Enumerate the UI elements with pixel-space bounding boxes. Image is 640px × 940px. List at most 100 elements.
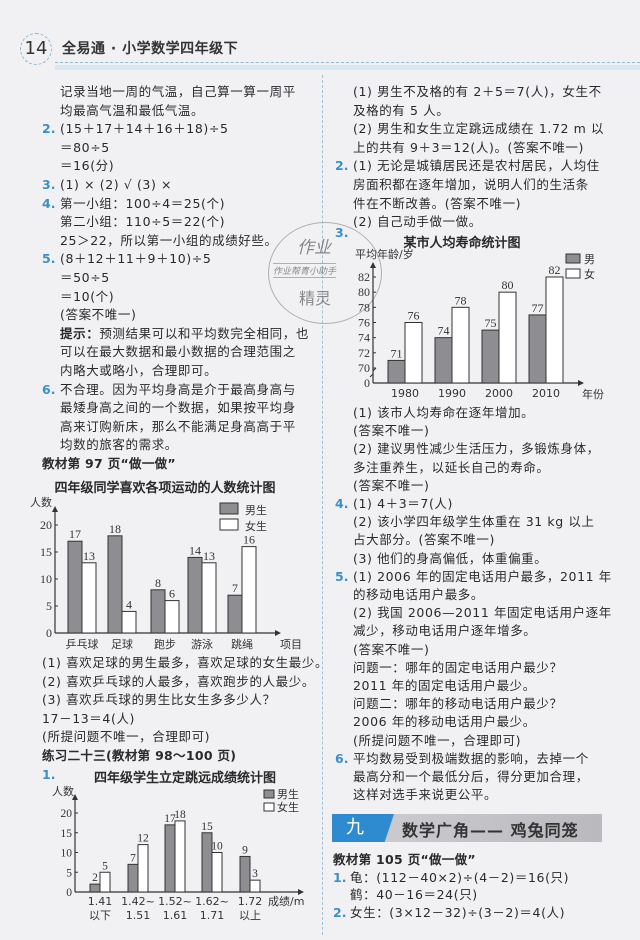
data-label: 18 <box>174 809 186 821</box>
answer-line: (8＋12＋11＋9＋10)÷5 <box>60 251 211 267</box>
question-number: 2. <box>42 121 56 137</box>
answer-text: 平均数易受到极端数据的影响，去掉一个 <box>353 750 589 766</box>
answer-line: 问题一：哪年的固定电话用户最少？ <box>353 660 563 676</box>
answer-text: (1) 4＋3＝7(人) <box>353 496 453 511</box>
answer-line: ＝80÷5 <box>60 140 110 156</box>
answer-line: (3) 喜欢乒乓球的男生比女生多多少人？ <box>42 692 276 708</box>
y-tick-label: 72 <box>358 346 370 360</box>
section-heading: 教材第 97 页“做一做” <box>42 456 176 471</box>
watermark-stamp: 作业 作业帮青小助手 精灵 <box>268 222 382 324</box>
bar-female <box>545 276 564 384</box>
answer-text: (答案不唯一) <box>353 477 430 493</box>
answer-text: (答案不唯一) <box>353 641 430 657</box>
bar-female <box>174 820 186 893</box>
bar-female <box>81 562 97 634</box>
answer-text: (1) 2006 年的固定电话用户最多，2011 年 <box>353 568 612 584</box>
y-tick-label: 0 <box>364 376 370 390</box>
bar-male <box>107 535 123 634</box>
y-tick-label: 82 <box>358 270 370 284</box>
category-label: 以上 <box>239 909 261 922</box>
answer-line: 房面积都在逐年增加，说明人们的生活条 <box>353 177 589 193</box>
data-label: 17 <box>164 813 176 825</box>
bar-male <box>164 824 176 893</box>
answer-text: 第一小组：100÷4＝25(个) <box>60 195 226 211</box>
answer-text: 件在不断改善。(答案不唯一) <box>353 195 522 211</box>
bar-female <box>404 322 423 384</box>
data-label: 17 <box>69 527 81 541</box>
bar-female <box>498 291 517 384</box>
answer-text: 2011 年的固定电话用户最少。 <box>353 678 536 693</box>
answer-line: (1) 喜欢足球的男生最多，喜欢足球的女生最少。 <box>42 655 328 671</box>
data-label: 76 <box>408 309 420 323</box>
question-number: 4. <box>335 496 349 511</box>
data-label: 13 <box>83 549 95 563</box>
answer-line: (2) 自己动手做一做。 <box>353 214 482 230</box>
answer-line: 龟：(112－40×2)÷(4－2)＝16(只) <box>350 870 569 886</box>
data-label: 80 <box>502 278 514 292</box>
answer-text: ＝80÷5 <box>60 139 110 155</box>
answer-line: (答案不唯一) <box>60 307 136 323</box>
answer-text: (8＋12＋11＋9＋10)÷5 <box>60 251 212 267</box>
answer-line: (15＋17＋14＋16＋18)÷5 <box>60 121 229 137</box>
answer-line: 内略大或略小，合理即可。 <box>60 363 217 379</box>
bar-female <box>249 879 261 893</box>
stamp-text: 作业帮青小助手 <box>273 263 337 278</box>
answer-text: 2006 年的移动电话用户最少。 <box>353 714 536 730</box>
data-label: 4 <box>126 597 132 611</box>
bar-male <box>387 359 406 384</box>
y-tick-label: 5 <box>66 867 72 879</box>
data-label: 2 <box>92 872 98 884</box>
y-tick-label: 10 <box>61 848 73 860</box>
x-axis-label: 年份 <box>582 387 604 401</box>
answer-line: (1) × (2) √ (3) × <box>60 177 172 193</box>
data-label: 10 <box>211 841 223 853</box>
data-label: 8 <box>155 576 161 590</box>
answer-text: (1) 男生不及格的有 2＋5＝7(人)，女生不 <box>353 84 602 99</box>
answer-line: ＝16(分) <box>60 158 114 174</box>
answer-line: (2) 建议男性减少生活压力，多锻炼身体， <box>353 441 600 457</box>
data-label: 6 <box>169 587 175 601</box>
answer-text: 及格的有 5 人。 <box>353 102 450 118</box>
answer-line: 占大部分。(答案不唯一) <box>353 532 495 548</box>
y-tick-label: 0 <box>46 626 52 640</box>
answer-text: (所提问题不唯一，合理即可) <box>353 732 522 748</box>
category-label: 游泳 <box>191 637 213 651</box>
y-tick-label: 15 <box>40 545 52 559</box>
answer-text: 记录当地一周的气温，自己算一算一周平 <box>60 84 296 99</box>
bar-male <box>67 540 83 634</box>
hint-label: 提示： <box>60 325 100 341</box>
bar-male <box>434 337 453 384</box>
y-tick-label: 20 <box>40 518 52 532</box>
question-number: 2. <box>335 158 349 174</box>
column-divider <box>322 75 323 935</box>
answer-text: (2) 该小学四年级学生体重在 31 kg 以上 <box>353 514 595 530</box>
answer-text: ＝16(分) <box>60 158 115 174</box>
category-label: 1980 <box>391 387 419 400</box>
answer-line: 不合理。因为平均身高是介于最高身高与 <box>60 382 296 398</box>
bar-female <box>164 600 180 634</box>
stamp-text: 作业 <box>297 238 331 258</box>
category-label: 2010 <box>532 387 560 400</box>
legend-label: 女生 <box>245 519 267 533</box>
bar-male <box>227 594 243 634</box>
data-label: 16 <box>243 533 255 547</box>
bar-male <box>481 329 500 384</box>
data-label: 74 <box>438 324 450 338</box>
answer-line: (2) 我国 2006—2011 年固定电话用户逐年 <box>353 605 612 621</box>
answer-line: 的移动电话用户最多。 <box>353 587 484 603</box>
data-label: 77 <box>532 301 544 315</box>
bar-male <box>127 863 139 893</box>
legend-swatch <box>219 502 239 515</box>
data-label: 82 <box>549 263 561 277</box>
question-number: 1. <box>333 869 347 885</box>
y-axis-label: 人数 <box>52 785 74 798</box>
answer-text: 减少，移动电话用户逐年增多。 <box>353 623 537 639</box>
answer-line: 可以在最大数据和最小数据的合理范围之 <box>60 344 296 360</box>
data-label: 5 <box>102 860 108 872</box>
category-label: 跳绳 <box>231 637 253 651</box>
category-label: 以下 <box>89 909 111 922</box>
chart-title: 四年级同学喜欢各项运动的人数统计图 <box>54 481 276 496</box>
category-label: 1.61 <box>163 909 188 922</box>
answer-line: (1) 无论是城镇居民还是农村居民，人均住 <box>353 158 600 174</box>
